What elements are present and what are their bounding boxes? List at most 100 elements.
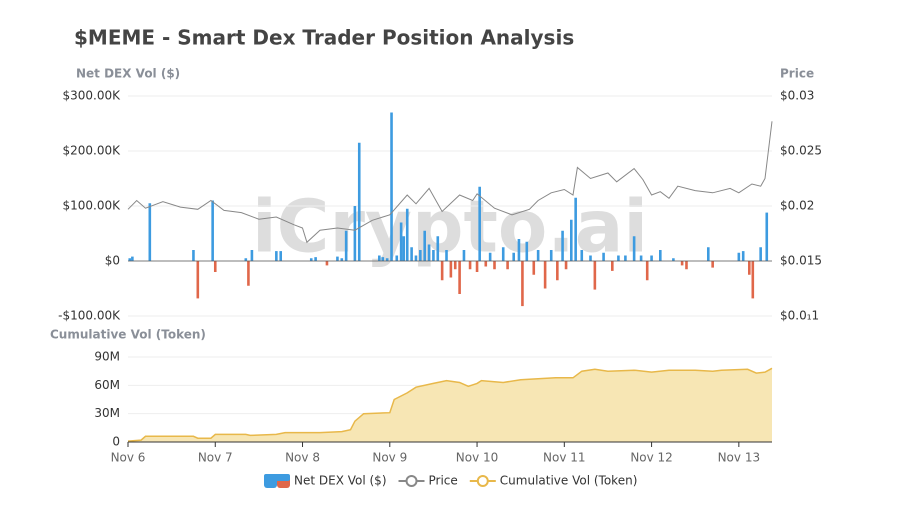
- bar: [741, 251, 745, 261]
- x-tick-label: Nov 11: [543, 451, 586, 465]
- bar: [580, 250, 584, 261]
- bar: [685, 261, 688, 270]
- bar: [632, 236, 636, 261]
- bar: [611, 261, 614, 271]
- bar: [493, 261, 496, 270]
- y-axis-title: Cumulative Vol (Token): [50, 328, 206, 342]
- bar: [517, 239, 521, 261]
- bar: [275, 251, 278, 261]
- bar: [602, 252, 605, 261]
- bar: [381, 257, 385, 261]
- bar: [279, 251, 283, 261]
- bar: [423, 230, 426, 261]
- legend-swatch: [476, 475, 489, 487]
- y2-tick-label: $0.025: [780, 144, 822, 158]
- bar: [244, 258, 248, 261]
- bar: [247, 261, 250, 286]
- bar: [395, 255, 399, 261]
- bar: [506, 261, 509, 270]
- x-tick-label: Nov 12: [630, 451, 673, 465]
- bar: [357, 142, 361, 261]
- bar: [556, 261, 559, 281]
- bar: [748, 261, 751, 275]
- bar: [680, 261, 684, 266]
- bar: [574, 197, 577, 261]
- bar: [390, 112, 393, 261]
- x-tick-label: Nov 13: [718, 451, 761, 465]
- y-tick-label: $100.00K: [63, 199, 122, 213]
- y2-tick-label: $0.02: [780, 199, 814, 213]
- chart-title: $MEME - Smart Dex Trader Position Analys…: [74, 26, 574, 50]
- watermark: iCrypto.ai: [252, 185, 648, 269]
- legend-label: Net DEX Vol ($): [294, 474, 387, 488]
- bar: [309, 258, 313, 261]
- y-tick-label: 30M: [94, 406, 120, 420]
- bar: [405, 208, 409, 261]
- legend: Net DEX Vol ($) Price Cumulative Vol (Toke…: [264, 474, 638, 488]
- x-tick-label: Nov 8: [285, 451, 320, 465]
- bar: [468, 261, 472, 270]
- bar: [543, 261, 547, 289]
- bar: [711, 261, 714, 268]
- bar: [436, 236, 440, 261]
- bar: [593, 261, 597, 290]
- legend-swatch: [405, 475, 418, 487]
- bar: [131, 256, 134, 261]
- x-tick-label: Nov 7: [198, 451, 233, 465]
- bar: [639, 255, 643, 261]
- bar: [250, 250, 254, 261]
- bar: [148, 203, 152, 261]
- area-line: [127, 367, 773, 442]
- bar: [751, 261, 755, 299]
- bar: [211, 200, 214, 261]
- bar: [501, 247, 505, 261]
- bar: [213, 261, 217, 272]
- bar: [314, 257, 317, 261]
- bar: [128, 258, 132, 261]
- bar: [488, 252, 492, 261]
- y-tick-label: 0: [112, 435, 120, 449]
- bar: [196, 261, 200, 299]
- y-tick-label: 60M: [94, 378, 120, 392]
- bar: [650, 255, 653, 261]
- bar: [564, 261, 568, 270]
- legend-label: Cumulative Vol (Token): [500, 474, 638, 488]
- bar: [478, 186, 481, 261]
- bar: [645, 261, 649, 281]
- x-tick-label: Nov 9: [372, 451, 407, 465]
- y2-tick-label: $0.015: [780, 254, 822, 268]
- bar: [512, 252, 516, 261]
- bar: [549, 250, 553, 261]
- bar: [340, 258, 344, 261]
- bar: [765, 212, 769, 261]
- bar: [561, 230, 564, 261]
- y-tick-label: 90M: [94, 350, 120, 364]
- area-fill: [128, 368, 772, 442]
- bar: [385, 258, 389, 261]
- bar: [536, 250, 540, 261]
- bar: [344, 230, 348, 261]
- bar: [402, 236, 406, 261]
- bar: [706, 247, 710, 261]
- y-tick-label: $200.00K: [63, 144, 122, 158]
- bar: [458, 261, 461, 294]
- bar: [445, 250, 448, 261]
- legend-label: Price: [429, 474, 458, 488]
- y-axis-title: Net DEX Vol ($): [76, 67, 180, 81]
- x-tick-label: Nov 6: [111, 451, 146, 465]
- bar: [399, 222, 403, 261]
- bar: [336, 256, 339, 261]
- y2-tick-label: $0.03: [780, 89, 814, 103]
- legend-swatch: [264, 474, 290, 481]
- y-tick-label: -$100.00K: [58, 309, 121, 323]
- bar: [484, 261, 488, 267]
- bar: [624, 255, 627, 261]
- y-tick-label: $300.00K: [63, 89, 122, 103]
- bar: [440, 261, 444, 281]
- x-tick-label: Nov 10: [456, 451, 499, 465]
- bar: [410, 247, 413, 261]
- bar: [521, 261, 524, 307]
- bar: [432, 250, 435, 261]
- bar: [378, 255, 381, 261]
